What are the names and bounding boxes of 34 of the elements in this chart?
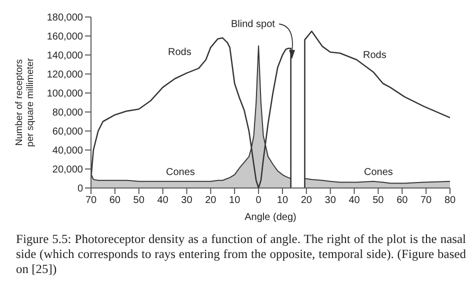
y-tick-label: 160,000 <box>46 32 84 43</box>
y-tick-label: 120,000 <box>46 70 84 81</box>
x-tick-label: 40 <box>348 195 360 206</box>
x-tick-label: 50 <box>372 195 384 206</box>
x-tick-label: 80 <box>444 195 456 206</box>
x-tick-label: 70 <box>420 195 432 206</box>
x-tick-label: 60 <box>109 195 121 206</box>
x-tick-label: 60 <box>396 195 408 206</box>
x-tick-label: 30 <box>324 195 336 206</box>
x-tick-label: 40 <box>157 195 169 206</box>
y-tick-label: 20,000 <box>52 164 84 176</box>
caption: Figure 5.5: Photoreceptor density as a function of angle. The right of the plot is the nasal side (which corresponds to rays entering from the opposite, temporal side). (Figure based on [25]) <box>16 232 466 277</box>
annotation: Rods <box>168 47 192 58</box>
annotation: Cones <box>364 167 393 178</box>
y-tick-label: 140,000 <box>46 50 84 62</box>
x-tick-label: 10 <box>276 195 288 206</box>
x-tick-label: 0 <box>256 195 262 206</box>
x-tick-label: 30 <box>181 195 193 206</box>
x-tick-label: 20 <box>300 195 312 206</box>
x-tick-label: 70 <box>85 195 97 206</box>
y-tick-label: 60,000 <box>52 126 84 138</box>
y-tick-label: 0 <box>77 184 84 195</box>
y-tick-label: 100,000 <box>46 88 84 100</box>
y-tick-label: 180,000 <box>46 12 84 24</box>
x-tick-label: 10 <box>229 195 241 206</box>
annotation: Cones <box>166 167 195 178</box>
annotation: Blind spot <box>231 19 275 30</box>
annotation: Rods <box>363 50 386 61</box>
y-tick-label: 80,000 <box>52 108 84 119</box>
y-tick-label: 40,000 <box>52 146 84 157</box>
x-tick-label: 50 <box>133 195 145 206</box>
y-axis-title: Number of receptors per square millimeter <box>14 58 36 147</box>
x-axis-title: Angle (deg) <box>244 212 296 223</box>
x-tick-label: 20 <box>205 195 217 206</box>
